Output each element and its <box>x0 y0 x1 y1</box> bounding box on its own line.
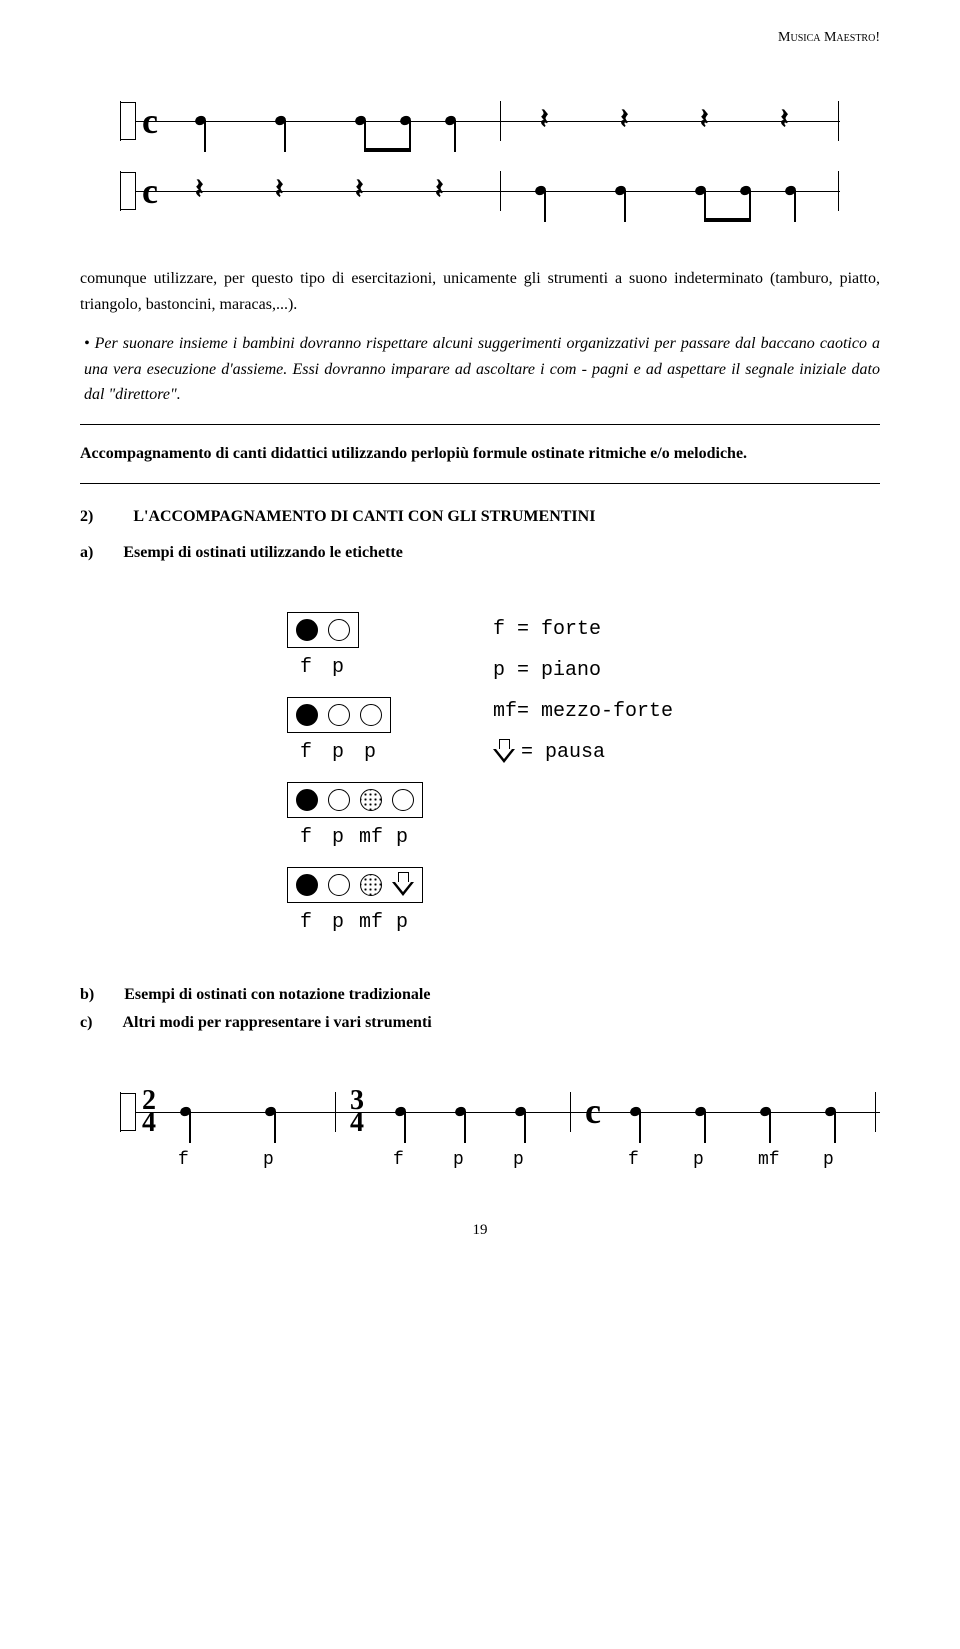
page-number: 19 <box>80 1222 880 1239</box>
section-title: L'ACCOMPAGNAMENTO DI CANTI CON GLI STRUM… <box>133 508 595 526</box>
note <box>180 1107 191 1116</box>
legend-mf: mf= mezzo-forte <box>493 700 673 723</box>
dynamic-label: f <box>393 1150 404 1170</box>
dynamic-label: f <box>628 1150 639 1170</box>
pattern-label: f <box>295 656 317 679</box>
sub-c-num: c) <box>80 1014 92 1032</box>
dynamic-label: p <box>263 1150 274 1170</box>
dot-filled <box>296 789 318 811</box>
pattern-box <box>287 782 423 818</box>
dynamic-label: f <box>178 1150 189 1170</box>
pattern-label: p <box>327 826 349 849</box>
section-2-heading: 2) L'ACCOMPAGNAMENTO DI CANTI CON GLI ST… <box>80 508 880 526</box>
pattern-column: fpfppfpmfpfpmfp <box>287 612 423 946</box>
dot-filled <box>296 704 318 726</box>
pattern-label: p <box>391 911 413 934</box>
pattern-labels: fpmfp <box>287 824 421 861</box>
dot-empty <box>328 874 350 896</box>
pattern-label: p <box>327 741 349 764</box>
legend-pause: = pausa <box>493 741 673 764</box>
pattern-label: p <box>359 741 381 764</box>
dynamic-label: p <box>453 1150 464 1170</box>
pattern-labels: fp <box>287 654 357 691</box>
sub-b-num: b) <box>80 986 94 1004</box>
dot-filled <box>296 619 318 641</box>
dot-dotted <box>360 874 382 896</box>
subsection-a: a) Esempi di ostinati utilizzando le eti… <box>80 544 880 562</box>
dot-empty <box>328 619 350 641</box>
bold-paragraph: Accompagnamento di canti didattici utili… <box>80 441 880 467</box>
dot-dotted <box>360 789 382 811</box>
time-sig: 34 <box>350 1090 364 1134</box>
sub-b-title: Esempi di ostinati con notazione tradizi… <box>124 986 430 1004</box>
section-number: 2) <box>80 508 93 526</box>
dynamic-label: p <box>693 1150 704 1170</box>
sub-a-title: Esempi di ostinati utilizzando le etiche… <box>123 544 403 562</box>
page-header: Musica Maestro! <box>80 30 880 46</box>
barline <box>335 1092 336 1132</box>
sub-c-title: Altri modi per rappresentare i vari stru… <box>122 1014 431 1032</box>
dot-empty <box>360 704 382 726</box>
note <box>695 1107 706 1116</box>
note <box>265 1107 276 1116</box>
legend: f = forte p = piano mf= mezzo-forte = pa… <box>493 612 673 946</box>
subsection-b: b) Esempi di ostinati con notazione trad… <box>80 986 880 1004</box>
pattern-box <box>287 697 391 733</box>
pattern-label: f <box>295 911 317 934</box>
paragraph-2: • Per suonare insieme i bambini dovranno… <box>80 331 880 408</box>
dot-empty <box>392 789 414 811</box>
staff-2: c 𝄽 𝄽 𝄽 𝄽 <box>120 156 840 226</box>
pattern-label: p <box>391 826 413 849</box>
bottom-score: 24 f p 34 f p p c f p mf p <box>120 1082 880 1172</box>
legend-f: f = forte <box>493 618 673 641</box>
pattern-label: f <box>295 741 317 764</box>
dot-empty <box>328 704 350 726</box>
dynamic-label: mf <box>758 1150 780 1170</box>
note <box>395 1107 406 1116</box>
pattern-labels: fpp <box>287 739 389 776</box>
top-score: c 𝄽 𝄽 𝄽 𝄽 c 𝄽 𝄽 𝄽 𝄽 <box>120 86 840 226</box>
note <box>760 1107 771 1116</box>
subsection-c: c) Altri modi per rappresentare i vari s… <box>80 1014 880 1032</box>
note <box>455 1107 466 1116</box>
dynamic-label: p <box>513 1150 524 1170</box>
dot-empty <box>328 789 350 811</box>
sub-a-num: a) <box>80 544 93 562</box>
pattern-box <box>287 612 359 648</box>
divider-2 <box>80 483 880 484</box>
note <box>630 1107 641 1116</box>
divider-1 <box>80 424 880 425</box>
time-sig-c: c <box>585 1092 601 1130</box>
pattern-label: f <box>295 826 317 849</box>
barline <box>875 1092 876 1132</box>
note <box>515 1107 526 1116</box>
time-sig: 24 <box>142 1090 156 1134</box>
note <box>825 1107 836 1116</box>
staff-1: c 𝄽 𝄽 𝄽 𝄽 <box>120 86 840 156</box>
legend-p: p = piano <box>493 659 673 682</box>
ostinato-diagram: fpfppfpmfpfpmfp f = forte p = piano mf= … <box>80 612 880 946</box>
pattern-label: p <box>327 911 349 934</box>
pattern-label: mf <box>359 911 381 934</box>
pattern-labels: fpmfp <box>287 909 421 946</box>
barline <box>570 1092 571 1132</box>
paragraph-1: comunque utilizzare, per questo tipo di … <box>80 266 880 317</box>
dot-filled <box>296 874 318 896</box>
pause-icon <box>392 874 414 896</box>
dynamic-label: p <box>823 1150 834 1170</box>
pattern-box <box>287 867 423 903</box>
pattern-label: mf <box>359 826 381 849</box>
pattern-label: p <box>327 656 349 679</box>
